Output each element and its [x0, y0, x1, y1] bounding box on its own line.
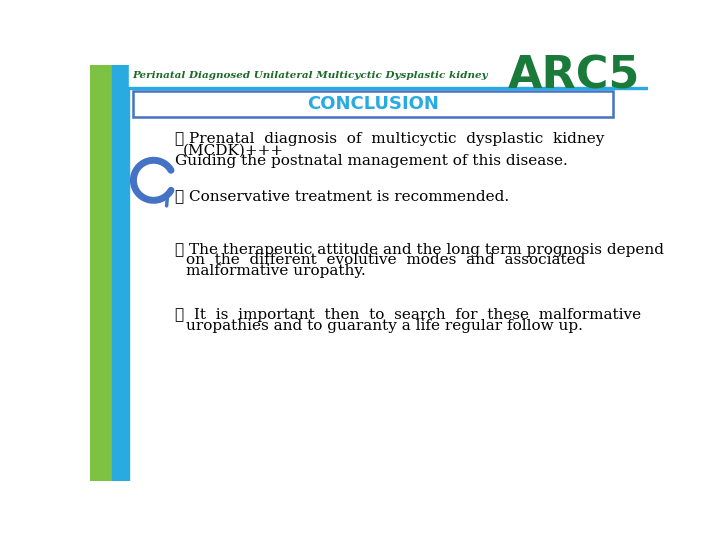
Text: Perinatal Diagnosed Unilateral Multicyctic Dysplastic kidney: Perinatal Diagnosed Unilateral Multicyct…	[132, 71, 488, 80]
Bar	[90, 65, 113, 481]
Text: Guiding the postnatal management of this disease.: Guiding the postnatal management of this…	[175, 154, 568, 168]
Text: ✓ Conservative treatment is recommended.: ✓ Conservative treatment is recommended.	[175, 188, 509, 202]
Text: on  the  different  evolutive  modes  and  associated: on the different evolutive modes and ass…	[186, 253, 585, 267]
Text: ✓ Prenatal  diagnosis  of  multicyctic  dysplastic  kidney: ✓ Prenatal diagnosis of multicyctic dysp…	[175, 132, 605, 146]
Bar	[129, 87, 648, 89]
Text: (MCDK)+++: (MCDK)+++	[183, 143, 284, 157]
Text: CONCLUSION: CONCLUSION	[307, 95, 438, 113]
Text: ✓ The therapeutic attitude and the long term prognosis depend: ✓ The therapeutic attitude and the long …	[175, 242, 665, 256]
Text: uropathies and to guaranty a life regular follow up.: uropathies and to guaranty a life regula…	[186, 319, 583, 333]
Text: malformative uropathy.: malformative uropathy.	[186, 264, 366, 278]
Bar	[129, 65, 648, 86]
Text: ✓  It  is  important  then  to  search  for  these  malformative: ✓ It is important then to search for the…	[175, 308, 642, 322]
FancyBboxPatch shape	[132, 91, 613, 117]
Text: ARC5: ARC5	[508, 54, 640, 97]
Bar	[112, 65, 129, 481]
